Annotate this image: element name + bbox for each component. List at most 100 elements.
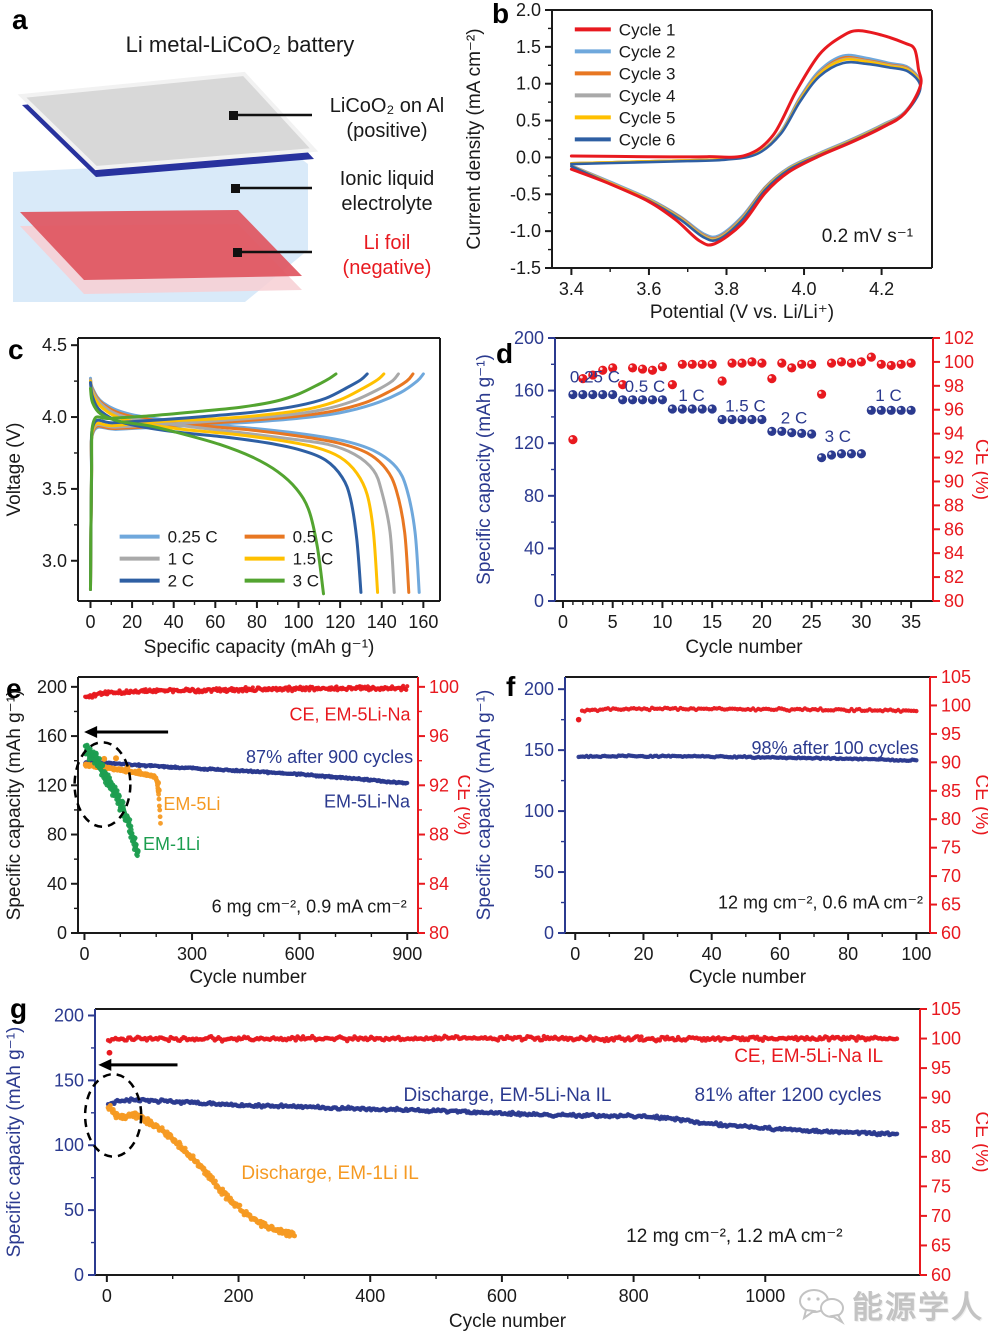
svg-text:90: 90 (941, 752, 961, 772)
svg-text:120: 120 (37, 775, 67, 795)
svg-text:50: 50 (64, 1200, 84, 1220)
svg-text:4.0: 4.0 (792, 279, 817, 299)
svg-text:EM-1Li: EM-1Li (143, 834, 200, 854)
svg-text:75: 75 (931, 1176, 951, 1196)
svg-text:105: 105 (931, 999, 961, 1019)
svg-text:94: 94 (944, 424, 964, 444)
svg-text:-0.5: -0.5 (510, 184, 541, 204)
panel-d: d 0 5 10 15 20 25 30 35 0 40 80 120 160 200 80 82 84 86 88… (470, 328, 988, 665)
cycling-12mg-chart: 0 20 40 60 80 100 0 50 100 150 200 60 65 70 75 80 85 90 95… (470, 665, 988, 995)
svg-text:100: 100 (944, 352, 974, 372)
panel-f: f 0 20 40 60 80 100 0 50 100 150 200 60 65 70 75 80 85 90… (470, 665, 988, 995)
svg-text:Discharge, EM-5Li-Na IL: Discharge, EM-5Li-Na IL (403, 1085, 611, 1106)
panel-g-letter: g (10, 993, 28, 1024)
svg-text:70: 70 (931, 1206, 951, 1226)
svg-text:140: 140 (367, 612, 397, 632)
svg-text:120: 120 (325, 612, 355, 632)
svg-text:4.2: 4.2 (869, 279, 894, 299)
panel-c: c 0 20 40 60 80 100 120 140 160 3.0 3.5 4.0 4.5 Speci… (0, 330, 470, 665)
svg-text:1 C: 1 C (168, 550, 194, 569)
svg-text:2 C: 2 C (168, 572, 194, 591)
svg-text:20: 20 (633, 944, 653, 964)
svg-text:80: 80 (941, 809, 961, 829)
svg-text:1.5 C: 1.5 C (725, 397, 766, 416)
svg-text:88: 88 (944, 495, 964, 515)
svg-text:200: 200 (37, 677, 67, 697)
svg-text:80: 80 (47, 825, 67, 845)
panel-b: b 3.4 3.6 3.8 4.0 4.2 -1.5 -1.0 -0.5 0.0 0.5 1.0 1.… (460, 0, 988, 330)
svg-text:Cycle 5: Cycle 5 (619, 108, 676, 127)
svg-text:92: 92 (429, 775, 449, 795)
panel-a: a Li metal-LiCoO₂ battery LiCoO₂ on Al (… (0, 0, 460, 330)
rate-capability-chart: 0 5 10 15 20 25 30 35 0 40 80 120 160 200 80 82 84 86 88 90… (470, 328, 988, 665)
svg-text:40: 40 (702, 944, 722, 964)
svg-text:20: 20 (752, 612, 772, 632)
svg-text:80: 80 (247, 612, 267, 632)
svg-text:40: 40 (524, 538, 544, 558)
svg-text:0.0: 0.0 (516, 147, 541, 167)
svg-text:81% after 1200 cycles: 81% after 1200 cycles (695, 1085, 882, 1106)
svg-text:88: 88 (429, 825, 449, 845)
leader-marker-cathode (229, 111, 238, 120)
svg-text:100: 100 (429, 677, 459, 697)
svg-text:-1.5: -1.5 (510, 258, 541, 278)
svg-text:160: 160 (37, 726, 67, 746)
svg-text:6 mg cm⁻², 0.9 mA cm⁻²: 6 mg cm⁻², 0.9 mA cm⁻² (212, 897, 407, 917)
svg-text:0.25 C: 0.25 C (570, 368, 620, 387)
anode-label-line2: (negative) (343, 257, 432, 279)
panel-c-letter: c (8, 334, 24, 365)
voltage-capacity-chart: 0 20 40 60 80 100 120 140 160 3.0 3.5 4.0 4.5 Specifi… (0, 330, 470, 665)
svg-text:0: 0 (85, 612, 95, 632)
cv-chart: 3.4 3.6 3.8 4.0 4.2 -1.5 -1.0 -0.5 0.0 0.5 1.0 1.5 2… (460, 0, 988, 330)
svg-text:80: 80 (838, 944, 858, 964)
svg-text:90: 90 (931, 1088, 951, 1108)
svg-text:Voltage (V): Voltage (V) (4, 423, 25, 517)
svg-text:105: 105 (941, 667, 971, 687)
svg-text:1000: 1000 (745, 1286, 785, 1306)
svg-text:98% after 100 cycles: 98% after 100 cycles (752, 738, 919, 758)
svg-text:200: 200 (224, 1286, 254, 1306)
svg-text:15: 15 (702, 612, 722, 632)
svg-text:CE (%): CE (%) (971, 1111, 988, 1172)
svg-text:Current density (mA cm⁻²): Current density (mA cm⁻²) (464, 28, 485, 249)
svg-text:150: 150 (54, 1070, 84, 1090)
svg-text:5: 5 (608, 612, 618, 632)
long-cycling-chart: 0 200 400 600 800 1000 0 50 100 150 200 60 65 70 75 80 8… (0, 995, 988, 1339)
svg-text:80: 80 (931, 1147, 951, 1167)
svg-text:600: 600 (487, 1286, 517, 1306)
svg-text:80: 80 (524, 486, 544, 506)
svg-text:84: 84 (429, 874, 449, 894)
battery-schematic: Li metal-LiCoO₂ battery LiCoO₂ on Al (po… (13, 32, 444, 302)
svg-text:100: 100 (54, 1135, 84, 1155)
svg-text:50: 50 (534, 862, 554, 882)
svg-text:0: 0 (534, 591, 544, 611)
svg-text:0: 0 (79, 944, 89, 964)
svg-text:3.0: 3.0 (42, 551, 67, 571)
panel-e-letter: e (6, 673, 22, 704)
wechat-bubbles-icon (799, 1288, 845, 1325)
svg-text:87% after 900 cycles: 87% after 900 cycles (246, 747, 413, 767)
svg-text:0.5: 0.5 (516, 111, 541, 131)
svg-text:160: 160 (514, 381, 544, 401)
cathode-label-line2: (positive) (346, 120, 427, 142)
svg-text:1.5: 1.5 (516, 37, 541, 57)
svg-text:CE (%): CE (%) (971, 439, 988, 500)
svg-text:85: 85 (931, 1117, 951, 1137)
svg-text:98: 98 (944, 376, 964, 396)
svg-text:Specific capacity (mAh g⁻¹): Specific capacity (mAh g⁻¹) (474, 354, 495, 585)
svg-text:92: 92 (944, 448, 964, 468)
svg-text:0: 0 (558, 612, 568, 632)
svg-text:-1.0: -1.0 (510, 221, 541, 241)
cathode-slab (17, 71, 319, 171)
leader-marker-anode (233, 248, 242, 257)
svg-text:40: 40 (164, 612, 184, 632)
anode-slab (20, 210, 302, 280)
svg-text:65: 65 (941, 895, 961, 915)
svg-text:3.4: 3.4 (559, 279, 584, 299)
watermark: 能源学人 (796, 1282, 984, 1327)
svg-text:100: 100 (524, 801, 554, 821)
svg-text:Cycle 1: Cycle 1 (619, 20, 676, 39)
svg-text:CE (%): CE (%) (971, 774, 988, 835)
svg-text:3.5: 3.5 (42, 479, 67, 499)
svg-text:EM-5Li: EM-5Li (163, 794, 220, 814)
